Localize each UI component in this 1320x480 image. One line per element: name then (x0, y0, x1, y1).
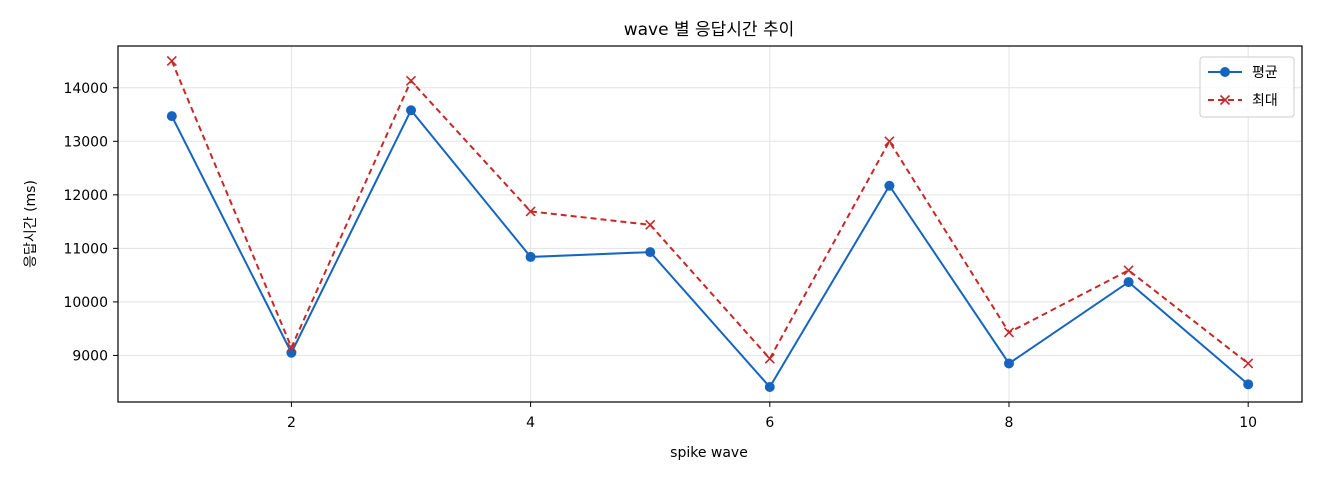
chart-title: wave 별 응답시간 추이 (624, 20, 795, 40)
y-axis-label: 응답시간 (ms) (23, 180, 39, 268)
series-1 (166, 55, 1254, 369)
data-point (1003, 327, 1015, 338)
data-point (884, 180, 895, 191)
legend-box (1199, 56, 1295, 118)
data-point (1123, 277, 1134, 288)
x-tick-label: 8 (1005, 415, 1014, 431)
data-point (1123, 265, 1134, 276)
data-point (166, 111, 177, 122)
data-point (166, 55, 177, 67)
data-point (884, 136, 895, 147)
data-point (1003, 358, 1014, 369)
data-point (645, 247, 656, 258)
y-tick-label: 14000 (63, 81, 108, 97)
series-layer (166, 55, 1254, 393)
x-axis-label: spike wave (670, 445, 748, 461)
y-tick-label: 12000 (63, 188, 108, 204)
legend-label: 평균 (1252, 65, 1278, 81)
data-point (286, 342, 297, 353)
y-tick-label: 10000 (63, 295, 108, 311)
x-tick-label: 6 (765, 415, 774, 431)
legend-marker (1219, 94, 1231, 106)
y-tick-label: 11000 (63, 241, 108, 257)
data-point (764, 382, 775, 393)
y-tick-label: 13000 (63, 134, 108, 150)
data-point (1243, 379, 1254, 390)
plot-frame (117, 45, 1303, 403)
legend-item: 평균 (1208, 65, 1278, 81)
grid-layer (118, 46, 1302, 402)
series-line (170, 60, 1249, 365)
y-tick-label: 9000 (72, 348, 108, 364)
series-line (170, 108, 1249, 389)
data-point (764, 353, 775, 364)
series-0 (166, 105, 1254, 393)
data-point (405, 75, 417, 86)
x-tick-label: 2 (287, 415, 296, 431)
legend-item: 최대 (1208, 93, 1278, 109)
x-tick-label: 10 (1239, 415, 1257, 431)
legend-marker (1220, 67, 1230, 77)
data-point (1243, 358, 1254, 369)
data-point (525, 206, 536, 217)
data-point (406, 105, 417, 116)
data-point (645, 219, 656, 230)
legend-label: 최대 (1252, 93, 1278, 109)
x-tick-label: 4 (526, 415, 535, 431)
ticks-layer: 2 4 6 8 10 9000 10000 11000 12000 13000 14000 (63, 81, 1257, 431)
data-point (525, 251, 536, 262)
